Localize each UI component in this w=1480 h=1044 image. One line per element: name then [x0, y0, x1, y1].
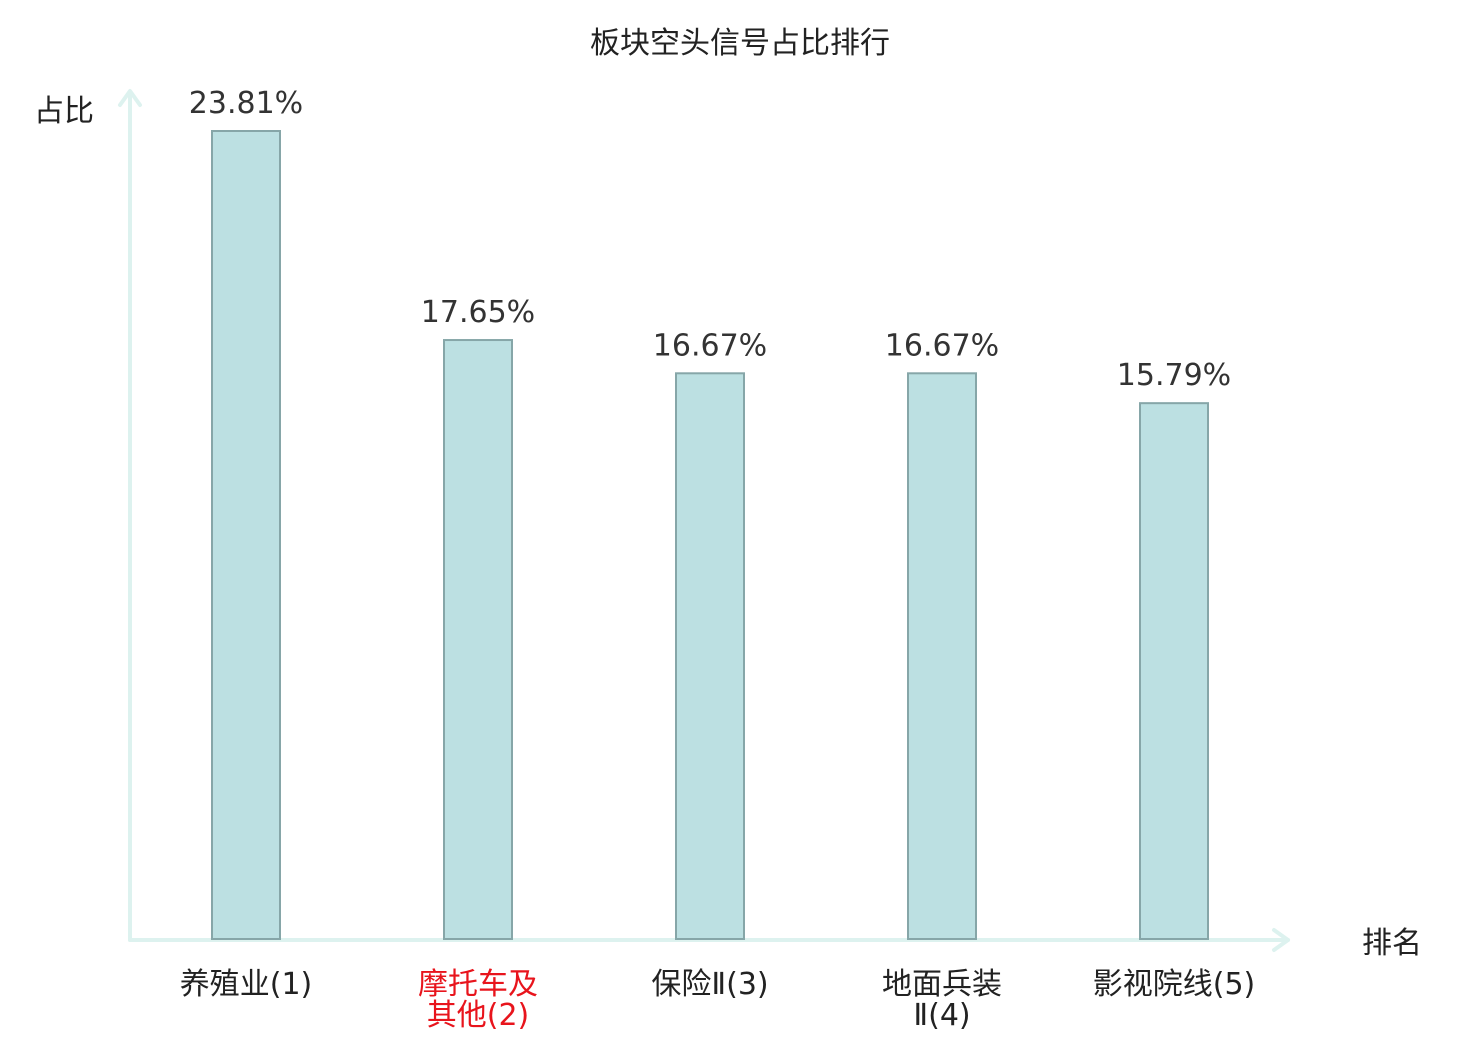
x-axis-label: 排名 — [1362, 926, 1422, 961]
data-label: 16.67% — [653, 328, 767, 363]
bar — [907, 372, 977, 940]
bar — [211, 130, 281, 940]
data-label: 17.65% — [421, 295, 535, 330]
bar — [675, 372, 745, 940]
x-tick-label: 养殖业(1) — [180, 967, 313, 1002]
x-tick-label: 保险Ⅱ(3) — [651, 967, 768, 1002]
bar — [443, 339, 513, 940]
x-tick-label: 摩托车及 — [418, 967, 538, 1002]
x-axis-arrowhead — [1272, 928, 1290, 952]
x-tick-label: 影视院线(5) — [1093, 967, 1256, 1002]
data-label: 16.67% — [885, 328, 999, 363]
chart-title: 板块空头信号占比排行 — [590, 26, 890, 61]
y-axis-arrowhead — [118, 89, 142, 107]
x-tick-label: 其他(2) — [427, 998, 530, 1033]
y-axis-label: 占比 — [34, 94, 94, 129]
data-label: 15.79% — [1117, 358, 1231, 393]
x-tick-label: Ⅱ(4) — [913, 998, 970, 1033]
bar — [1139, 402, 1209, 941]
data-label: 23.81% — [189, 86, 303, 121]
axes — [118, 89, 1290, 952]
x-tick-label: 地面兵装 — [882, 967, 1002, 1002]
